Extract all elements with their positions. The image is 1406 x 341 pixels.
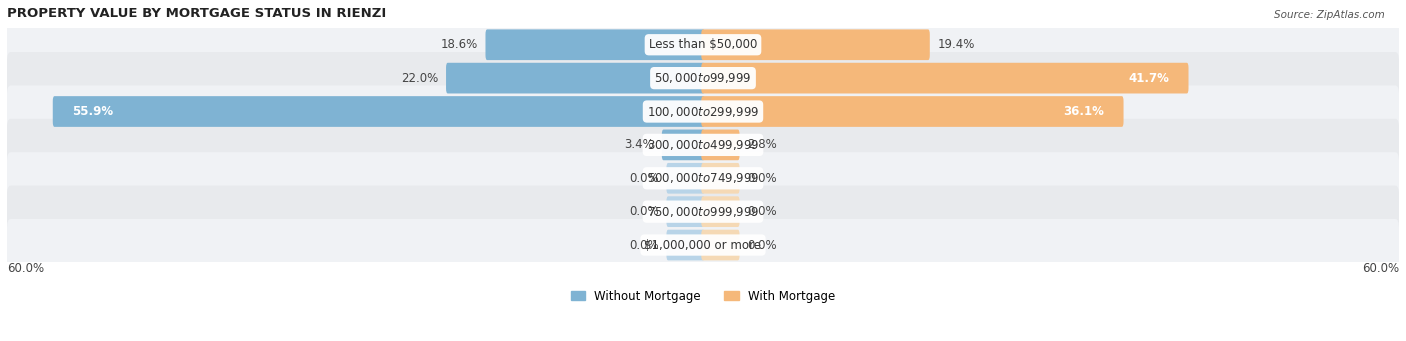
FancyBboxPatch shape <box>702 96 1123 127</box>
FancyBboxPatch shape <box>702 29 929 60</box>
FancyBboxPatch shape <box>7 219 1399 271</box>
FancyBboxPatch shape <box>7 52 1399 104</box>
FancyBboxPatch shape <box>7 86 1399 137</box>
Text: PROPERTY VALUE BY MORTGAGE STATUS IN RIENZI: PROPERTY VALUE BY MORTGAGE STATUS IN RIE… <box>7 7 387 20</box>
FancyBboxPatch shape <box>666 196 704 227</box>
Text: 0.0%: 0.0% <box>630 239 659 252</box>
Text: $300,000 to $499,999: $300,000 to $499,999 <box>647 138 759 152</box>
FancyBboxPatch shape <box>7 152 1399 204</box>
Text: 0.0%: 0.0% <box>747 172 776 185</box>
FancyBboxPatch shape <box>702 196 740 227</box>
FancyBboxPatch shape <box>702 230 740 261</box>
Text: $750,000 to $999,999: $750,000 to $999,999 <box>647 205 759 219</box>
Text: $100,000 to $299,999: $100,000 to $299,999 <box>647 104 759 119</box>
Legend: Without Mortgage, With Mortgage: Without Mortgage, With Mortgage <box>567 285 839 307</box>
FancyBboxPatch shape <box>7 19 1399 71</box>
FancyBboxPatch shape <box>666 163 704 194</box>
Text: $500,000 to $749,999: $500,000 to $749,999 <box>647 171 759 185</box>
Text: $1,000,000 or more: $1,000,000 or more <box>644 239 762 252</box>
Text: 60.0%: 60.0% <box>1362 263 1399 276</box>
Text: 0.0%: 0.0% <box>630 172 659 185</box>
Text: 0.0%: 0.0% <box>630 205 659 218</box>
Text: 0.0%: 0.0% <box>747 205 776 218</box>
FancyBboxPatch shape <box>446 63 704 93</box>
Text: 55.9%: 55.9% <box>72 105 112 118</box>
Text: 18.6%: 18.6% <box>440 38 478 51</box>
FancyBboxPatch shape <box>485 29 704 60</box>
Text: 19.4%: 19.4% <box>938 38 974 51</box>
Text: 0.0%: 0.0% <box>747 239 776 252</box>
Text: Less than $50,000: Less than $50,000 <box>648 38 758 51</box>
Text: 2.8%: 2.8% <box>747 138 778 151</box>
FancyBboxPatch shape <box>7 186 1399 238</box>
Text: 22.0%: 22.0% <box>401 72 439 85</box>
Text: 36.1%: 36.1% <box>1063 105 1104 118</box>
Text: Source: ZipAtlas.com: Source: ZipAtlas.com <box>1274 10 1385 20</box>
Text: 3.4%: 3.4% <box>624 138 654 151</box>
FancyBboxPatch shape <box>666 230 704 261</box>
FancyBboxPatch shape <box>662 130 704 160</box>
Text: $50,000 to $99,999: $50,000 to $99,999 <box>654 71 752 85</box>
FancyBboxPatch shape <box>702 130 740 160</box>
Text: 60.0%: 60.0% <box>7 263 44 276</box>
FancyBboxPatch shape <box>702 163 740 194</box>
Text: 41.7%: 41.7% <box>1129 72 1170 85</box>
FancyBboxPatch shape <box>53 96 704 127</box>
FancyBboxPatch shape <box>702 63 1188 93</box>
FancyBboxPatch shape <box>7 119 1399 171</box>
